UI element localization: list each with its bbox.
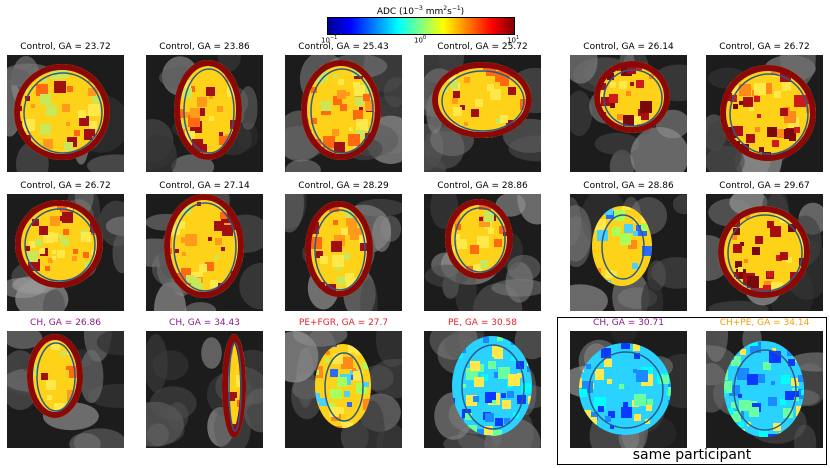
mri-image: [706, 194, 823, 311]
colorbar-tick-mid: 100: [414, 35, 427, 45]
mri-image: [7, 331, 124, 448]
panel-title: PE+FGR, GA = 27.7: [298, 318, 389, 328]
panel-title: PE, GA = 30.58: [448, 318, 517, 328]
panel-title: Control, GA = 25.72: [437, 42, 528, 52]
same-participant-label: same participant: [632, 447, 752, 463]
segmentation-contour: [601, 214, 645, 280]
adc-panel: Control, GA = 25.72: [424, 42, 541, 172]
adc-panel: Control, GA = 26.72: [7, 181, 124, 311]
adc-panel: Control, GA = 25.43: [285, 42, 402, 172]
panel-title: Control, GA = 28.86: [437, 181, 528, 191]
segmentation-contour: [314, 209, 366, 291]
segmentation-contour: [441, 70, 525, 132]
segmentation-contour: [183, 68, 235, 154]
mri-image: [7, 194, 124, 311]
same-participant-box: same participant: [557, 317, 827, 465]
adc-panel: Control, GA = 29.67: [706, 181, 823, 311]
panel-title: Control, GA = 28.86: [583, 181, 674, 191]
adc-panel: Control, GA = 26.72: [706, 42, 823, 172]
segmentation-contour: [324, 352, 364, 422]
mri-image: [570, 194, 687, 311]
adc-panel: Control, GA = 28.86: [570, 181, 687, 311]
mri-image: [570, 331, 687, 448]
panel-title: Control, GA = 26.72: [719, 42, 810, 52]
segmentation-contour: [588, 351, 664, 429]
mri-image: [146, 194, 263, 311]
adc-panel: PE+FGR, GA = 27.7: [285, 318, 402, 448]
segmentation-contour: [733, 349, 797, 431]
adc-panel: Control, GA = 27.14: [146, 181, 263, 311]
mri-image: [146, 331, 263, 448]
adc-panel: CH, GA = 26.86: [7, 318, 124, 448]
panel-title: Control, GA = 25.43: [298, 42, 389, 52]
mri-image: [706, 55, 823, 172]
segmentation-contour: [36, 342, 76, 412]
adc-panel: Control, GA = 28.86: [424, 181, 541, 311]
adc-panel: Control, GA = 23.86: [146, 42, 263, 172]
colorbar-tick-max: 101: [507, 35, 520, 45]
mri-image: [706, 331, 823, 448]
adc-colorbar: ADC (10−3 mm2s−1) 10−1 100 101: [321, 3, 519, 45]
mri-image: [424, 55, 541, 172]
adc-panel: Control, GA = 26.14: [570, 42, 687, 172]
adc-panel: PE, GA = 30.58: [424, 318, 541, 448]
segmentation-contour: [23, 72, 103, 154]
mri-image: [7, 55, 124, 172]
colorbar-title: ADC (10−3 mm2s−1): [376, 5, 465, 17]
adc-panel: Control, GA = 28.29: [285, 181, 402, 311]
segmentation-contour: [310, 68, 374, 154]
mri-image: [424, 331, 541, 448]
adc-panel: Control, GA = 23.72: [7, 42, 124, 172]
mri-image: [424, 194, 541, 311]
mri-image: [285, 194, 402, 311]
segmentation-contour: [228, 342, 242, 432]
segmentation-contour: [461, 344, 525, 430]
colorbar-gradient: [327, 17, 515, 35]
mri-image: [570, 55, 687, 172]
panel-title: Control, GA = 26.14: [583, 42, 674, 52]
colorbar-tick-min: 10−1: [321, 35, 338, 45]
adc-panel: CH, GA = 30.71: [570, 318, 687, 448]
mri-image: [285, 55, 402, 172]
panel-title: CH, GA = 34.43: [169, 318, 240, 328]
panel-title: Control, GA = 27.14: [159, 181, 250, 191]
segmentation-contour: [454, 207, 506, 273]
panel-title: Control, GA = 28.29: [298, 181, 389, 191]
segmentation-contour: [173, 202, 237, 292]
panel-title: Control, GA = 23.86: [159, 42, 250, 52]
adc-panel: CH, GA = 34.43: [146, 318, 263, 448]
panel-title: Control, GA = 29.67: [719, 181, 810, 191]
segmentation-contour: [727, 214, 803, 292]
panel-title: CH+PE, GA = 34.14: [719, 318, 810, 328]
mri-image: [146, 55, 263, 172]
segmentation-contour: [729, 73, 809, 155]
panel-title: CH, GA = 26.86: [30, 318, 101, 328]
panel-title: Control, GA = 23.72: [20, 42, 111, 52]
panel-title: CH, GA = 30.71: [593, 318, 664, 328]
segmentation-contour: [603, 69, 663, 127]
segmentation-contour: [24, 208, 96, 282]
mri-image: [285, 331, 402, 448]
adc-panel: CH+PE, GA = 34.14: [706, 318, 823, 448]
panel-title: Control, GA = 26.72: [20, 181, 111, 191]
